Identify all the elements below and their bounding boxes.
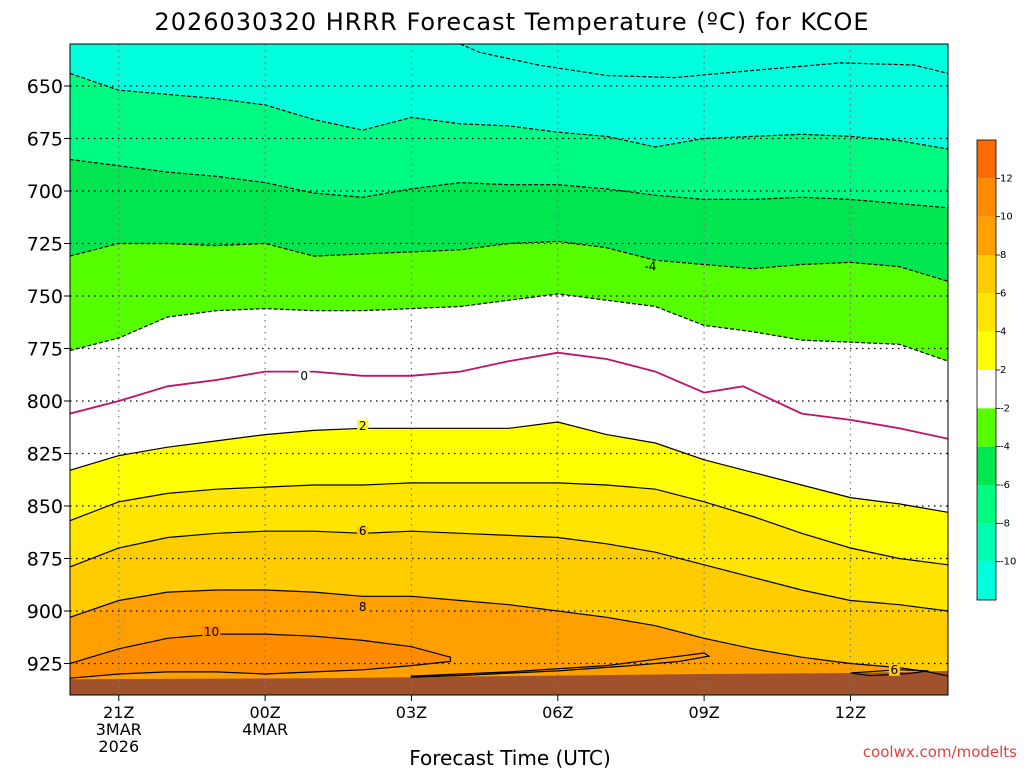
isotherm-label-bg-12 — [888, 663, 900, 676]
colorbar-label-0: 12 — [1000, 173, 1013, 184]
y-tick-label-700: 700 — [27, 181, 63, 203]
colorbar-label-9: -8 — [1000, 518, 1010, 529]
y-tick-label-775: 775 — [27, 339, 63, 361]
colorbar-label-2: 8 — [1000, 250, 1006, 261]
colorbar-swatch-1 — [977, 178, 996, 217]
isotherm-4-temp-2 — [70, 293, 948, 362]
isotherm-label-11: 10 — [204, 625, 219, 639]
isotherm-label-9: 8 — [359, 600, 367, 614]
plot-frame — [69, 43, 949, 696]
y-tick-label-925: 925 — [27, 654, 63, 676]
colorbar-label-6: -2 — [1000, 403, 1010, 414]
colorbar-label-7: -4 — [1000, 442, 1010, 453]
colorbar-label-8: -6 — [1000, 480, 1010, 491]
x-axis-label: Forecast Time (UTC) — [409, 746, 611, 768]
x-tick-label-0-1: 3MAR — [96, 720, 142, 739]
temperature-fills — [70, 44, 948, 695]
y-tick-label-850: 850 — [27, 496, 63, 518]
isotherm-8-temp6 — [70, 530, 948, 612]
isotherm-7-temp4 — [70, 482, 948, 566]
colorbar-swatch-4 — [977, 293, 996, 332]
y-tick-label-875: 875 — [27, 549, 63, 571]
colorbar-swatch-6 — [977, 370, 996, 409]
terrain-layer — [70, 670, 948, 695]
isotherm-label-bg-5 — [298, 369, 310, 382]
colorbar-swatch-2 — [977, 216, 996, 255]
terrain-ground — [70, 670, 948, 695]
colorbar-swatch-0 — [977, 140, 996, 179]
colorbar-label-5: 2 — [1000, 365, 1006, 376]
colorbar-label-3: 6 — [1000, 288, 1006, 299]
isotherm-label-3: -4 — [644, 260, 656, 274]
y-tick-label-675: 675 — [27, 129, 63, 151]
x-tick-label-0-0: 21Z — [103, 703, 134, 722]
y-tick-label-825: 825 — [27, 444, 63, 466]
x-tick-label-0-2: 2026 — [98, 737, 139, 756]
isotherm-9-temp8 — [70, 589, 948, 677]
colorbar-label-10: -10 — [1000, 557, 1016, 568]
y-tick-label-750: 750 — [27, 286, 63, 308]
colorbar: 12 10 8 6 4 2 -2 -4 -6 -8 -10 — [976, 139, 1016, 601]
isotherm-label-6: 2 — [359, 419, 367, 433]
isotherm-label-5: 0 — [300, 369, 308, 383]
colorbar-swatch-8 — [977, 446, 996, 485]
isotherm-2-temp-6 — [70, 158, 948, 209]
x-tick-label-15-0: 12Z — [835, 703, 866, 722]
credit-text: coolwx.com/modelts — [863, 743, 1017, 761]
isotherm-label-bg-9 — [357, 600, 369, 613]
colorbar-swatch-11 — [977, 561, 996, 600]
colorbar-label-4: 4 — [1000, 327, 1006, 338]
fill-above-10 — [70, 634, 451, 695]
x-tick-label-3-0: 00Z — [249, 703, 280, 722]
colorbar-label-1: 10 — [1000, 212, 1013, 223]
isotherm-0-temp-10 — [459, 44, 948, 79]
isotherm-3-temp-4 — [70, 240, 948, 282]
isotherm-label-bg-11 — [202, 626, 221, 638]
isotherm-label-8: 6 — [359, 524, 367, 538]
isotherm-10-temp8 — [410, 652, 711, 678]
x-tick-label-12-0: 09Z — [688, 703, 719, 722]
grid-lines — [70, 44, 948, 695]
isotherm-label-bg-8 — [357, 525, 369, 538]
colorbar-swatch-5 — [977, 331, 996, 370]
colorbar-swatch-7 — [977, 408, 996, 447]
colorbar-swatch-3 — [977, 255, 996, 294]
x-tick-label-6-0: 03Z — [396, 703, 427, 722]
y-tick-label-725: 725 — [27, 234, 63, 256]
isotherm-label-bg-6 — [357, 420, 369, 433]
isotherm-label-bg-3 — [641, 260, 660, 273]
isotherm-6-temp2 — [70, 421, 948, 513]
chart-title: 2026030320 HRRR Forecast Temperature (ºC… — [154, 8, 869, 36]
isotherm-5-temp0 — [70, 351, 948, 440]
colorbar-swatch-10 — [977, 523, 996, 562]
y-tick-label-650: 650 — [27, 76, 63, 98]
y-axis: 650 675 700 725 750 775 800 825 850 875 900 925 — [27, 76, 70, 676]
isotherm-1-temp-8 — [70, 72, 948, 150]
colorbar-swatch-9 — [977, 485, 996, 524]
y-tick-label-800: 800 — [27, 391, 63, 413]
x-tick-label-3-1: 4MAR — [242, 720, 288, 739]
isotherm-labels: -4 0 2 6 8 10 6 — [202, 260, 900, 677]
x-tick-label-9-0: 06Z — [542, 703, 573, 722]
isotherm-lines — [70, 44, 948, 679]
y-tick-label-900: 900 — [27, 601, 63, 623]
isotherm-label-12: 6 — [891, 663, 899, 677]
